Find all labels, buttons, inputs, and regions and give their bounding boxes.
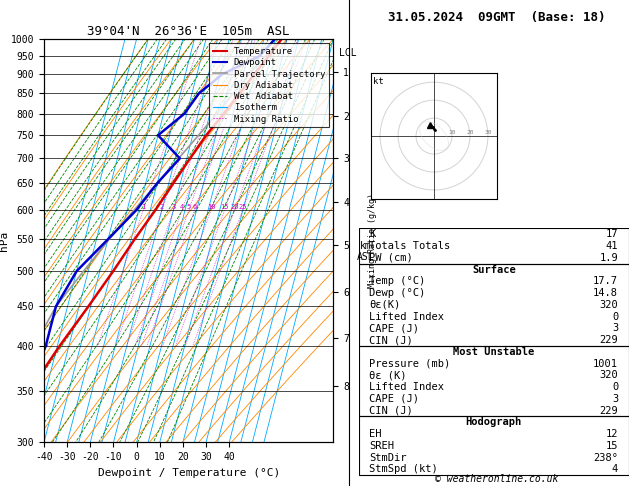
Text: 0: 0	[612, 312, 618, 322]
Text: 17: 17	[606, 229, 618, 239]
Bar	[359, 346, 629, 417]
Text: 320: 320	[599, 300, 618, 310]
Text: Hodograph: Hodograph	[465, 417, 522, 427]
Text: 3: 3	[612, 323, 618, 333]
Text: 1.9: 1.9	[599, 253, 618, 263]
Y-axis label: hPa: hPa	[0, 230, 9, 251]
Text: LCL: LCL	[339, 48, 357, 58]
Text: 10: 10	[448, 130, 456, 135]
Text: 41: 41	[606, 241, 618, 251]
Text: CIN (J): CIN (J)	[369, 406, 413, 416]
Text: 5: 5	[187, 204, 191, 210]
Text: 0: 0	[612, 382, 618, 392]
Text: PW (cm): PW (cm)	[369, 253, 413, 263]
Text: 30: 30	[484, 130, 492, 135]
Title: 39°04'N  26°36'E  105m  ASL: 39°04'N 26°36'E 105m ASL	[87, 25, 290, 38]
Text: Most Unstable: Most Unstable	[453, 347, 535, 357]
Text: 14.8: 14.8	[593, 288, 618, 298]
Text: Dewp (°C): Dewp (°C)	[369, 288, 426, 298]
Text: SREH: SREH	[369, 441, 394, 451]
Bar	[359, 264, 629, 346]
Text: 15: 15	[606, 441, 618, 451]
Text: StmDir: StmDir	[369, 452, 407, 463]
Legend: Temperature, Dewpoint, Parcel Trajectory, Dry Adiabat, Wet Adiabat, Isotherm, Mi: Temperature, Dewpoint, Parcel Trajectory…	[209, 43, 329, 127]
Text: 10: 10	[207, 204, 215, 210]
Text: Surface: Surface	[472, 264, 516, 275]
Text: 17.7: 17.7	[593, 277, 618, 286]
Text: kt: kt	[373, 77, 384, 86]
Text: 12: 12	[606, 429, 618, 439]
Text: Temp (°C): Temp (°C)	[369, 277, 426, 286]
Text: StmSpd (kt): StmSpd (kt)	[369, 465, 438, 474]
Text: Totals Totals: Totals Totals	[369, 241, 450, 251]
Text: CIN (J): CIN (J)	[369, 335, 413, 345]
Text: © weatheronline.co.uk: © weatheronline.co.uk	[435, 474, 559, 484]
Text: 3: 3	[172, 204, 175, 210]
Text: 229: 229	[599, 406, 618, 416]
Text: 320: 320	[599, 370, 618, 381]
Text: EH: EH	[369, 429, 382, 439]
Text: CAPE (J): CAPE (J)	[369, 323, 420, 333]
Text: 229: 229	[599, 335, 618, 345]
Text: Pressure (mb): Pressure (mb)	[369, 359, 450, 368]
Text: 2: 2	[160, 204, 164, 210]
Text: 25: 25	[238, 204, 247, 210]
Text: 20: 20	[230, 204, 239, 210]
Bar	[359, 417, 629, 475]
Text: Lifted Index: Lifted Index	[369, 382, 444, 392]
Text: 6: 6	[192, 204, 197, 210]
Text: θε (K): θε (K)	[369, 370, 407, 381]
Text: 1001: 1001	[593, 359, 618, 368]
Text: 4: 4	[612, 465, 618, 474]
Text: Mixing Ratio (g/kg): Mixing Ratio (g/kg)	[368, 193, 377, 288]
Text: 15: 15	[220, 204, 229, 210]
Text: θε(K): θε(K)	[369, 300, 401, 310]
Text: 4: 4	[180, 204, 184, 210]
Text: Lifted Index: Lifted Index	[369, 312, 444, 322]
Text: 20: 20	[466, 130, 474, 135]
Text: 238°: 238°	[593, 452, 618, 463]
Y-axis label: km
ASL: km ASL	[357, 241, 374, 262]
Text: 1: 1	[141, 204, 145, 210]
Text: 31.05.2024  09GMT  (Base: 18): 31.05.2024 09GMT (Base: 18)	[388, 11, 606, 23]
X-axis label: Dewpoint / Temperature (°C): Dewpoint / Temperature (°C)	[97, 468, 280, 478]
Bar	[359, 228, 629, 264]
Text: K: K	[369, 229, 376, 239]
Text: 3: 3	[612, 394, 618, 404]
Text: CAPE (J): CAPE (J)	[369, 394, 420, 404]
